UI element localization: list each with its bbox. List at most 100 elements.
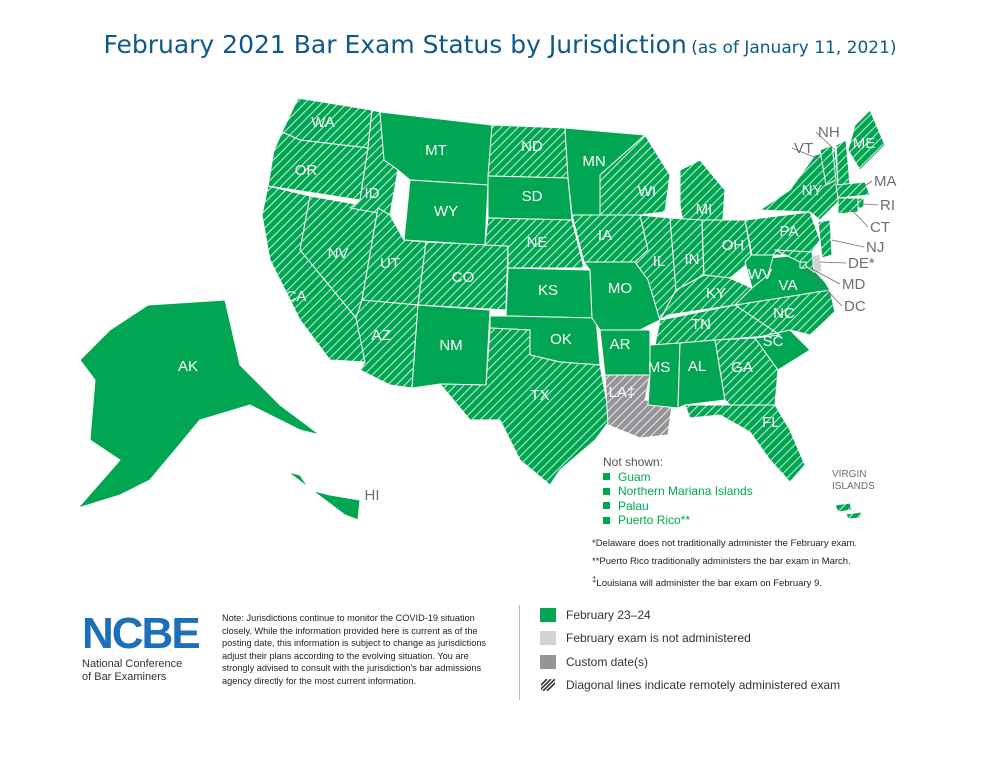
state-label-in: IN [685,251,700,268]
state-oh [701,219,753,279]
logo-org-name: National Conference of Bar Examiners [82,658,199,684]
footnote-puerto-rico: **Puerto Rico traditionally administers … [592,556,851,567]
legend-item-february: February 23–24 [540,606,840,623]
callout-label-dc: DC [844,298,866,315]
state-label-id: ID [365,185,380,202]
double-dagger-mark: ‡ [592,575,597,584]
state-fl [684,404,806,483]
state-label-me: ME [853,135,876,152]
not-shown-item-puerto-rico: Puerto Rico** [603,513,753,528]
footnote-delaware: *Delaware does not traditionally adminis… [592,538,858,549]
state-label-ak: AK [178,358,198,375]
legend-label: Custom date(s) [566,654,649,669]
state-la [604,374,673,439]
state-label-fl: FL [762,414,780,431]
state-label-sd: SD [522,188,543,205]
callout-label-nj: NJ [866,239,884,256]
footnote-louisiana: Louisiana will administer the bar exam o… [596,578,822,590]
logo-org-line2: of Bar Examiners [82,671,167,683]
logo-org-line1: National Conference [82,658,183,670]
state-label-ok: OK [550,331,572,348]
state-nj [817,219,833,259]
state-label-al: AL [688,358,706,375]
vi-line2: ISLANDS [832,481,875,492]
ncbe-logo: NCBE National Conference of Bar Examiner… [82,612,201,684]
not-shown-label: Guam [618,469,651,484]
not-shown-heading: Not shown: [603,455,664,469]
state-label-mo: MO [608,280,632,297]
state-label-va: VA [779,277,798,294]
state-label-ks: KS [538,282,558,299]
callout-label-ct: CT [870,219,890,236]
legend-swatch-gray [540,654,556,669]
callout-line-md [809,267,841,285]
state-label-ut: UT [380,255,400,272]
footnote-louisiana-row: ‡Louisiana will administer the bar exam … [592,571,857,593]
legend-label: February 23–24 [566,607,651,622]
state-ak [77,299,321,509]
not-shown-list: Not shown: Guam Northern Mariana Islands… [603,455,753,528]
state-label-nm: NM [439,337,462,354]
virgin-islands-label: VIRGIN ISLANDS [832,469,875,493]
state-label-hi: HI [365,487,380,504]
legend: February 23–24 February exam is not admi… [540,606,840,700]
state-label-mi: MI [696,201,713,218]
callout-line-nh [815,131,836,151]
map-title: February 2021 Bar Exam Status by Jurisdi… [0,30,1000,59]
callout-line-nj [831,239,865,248]
not-shown-item-guam: Guam [603,470,753,485]
not-shown-item-cnmi: Northern Mariana Islands [603,484,753,499]
state-label-ne: NE [527,234,548,251]
state-label-wi: WI [638,183,656,200]
green-square-icon [603,502,610,510]
legend-swatch-green [540,607,556,622]
state-label-wy: WY [434,203,458,220]
state-nh [835,139,851,186]
not-shown-label: Northern Mariana Islands [618,484,753,498]
state-md [774,249,815,273]
title-subtitle: (as of January 11, 2021) [691,38,897,58]
callout-line-ma [861,180,873,189]
legend-item-remote: Diagonal lines indicate remotely adminis… [540,677,840,694]
not-shown-label: Puerto Rico** [618,513,691,527]
state-label-tx: TX [530,387,549,404]
legend-label: February exam is not administered [566,631,751,645]
state-label-il: IL [653,253,666,270]
state-label-mt: MT [425,142,447,159]
state-label-nc: NC [773,305,795,322]
state-label-az: AZ [371,327,390,344]
legend-item-not-administered: February exam is not administered [540,630,840,647]
callout-label-nh: NH [818,124,840,141]
state-label-ca: CA [286,288,307,305]
callout-label-ma: MA [874,173,897,190]
legend-swatch-light-gray [540,631,556,645]
footnotes: *Delaware does not traditionally adminis… [592,535,857,593]
virgin-islands-shape [834,502,863,520]
state-ri [857,197,865,209]
callout-line-vt [791,147,827,163]
state-label-ga: GA [731,359,753,376]
state-ma [835,181,871,199]
green-square-icon [603,487,610,495]
callout-label-md: MD [842,276,865,293]
state-me [847,109,886,171]
state-label-nd: ND [521,138,543,155]
callout-label-vt: VT [794,140,813,157]
state-label-tn: TN [691,316,711,333]
callout-line-ct [849,207,869,228]
callout-label-ri: RI [880,197,895,214]
callout-line-dc [803,265,843,307]
legend-label: Diagonal lines indicate remotely adminis… [566,678,841,692]
green-square-icon [603,473,610,481]
state-ct [837,197,859,215]
state-wi [599,134,671,216]
callout-line-de [819,261,847,264]
state-label-pa: PA [780,223,799,240]
green-square-icon [603,516,610,524]
state-ms [647,342,681,409]
vi-line1: VIRGIN [832,469,867,480]
callout-line-ri [863,203,879,206]
state-label-ar: AR [610,336,631,353]
state-label-sc: SC [763,333,784,350]
covid-note: Note: Jurisdictions continue to monitor … [222,613,487,686]
